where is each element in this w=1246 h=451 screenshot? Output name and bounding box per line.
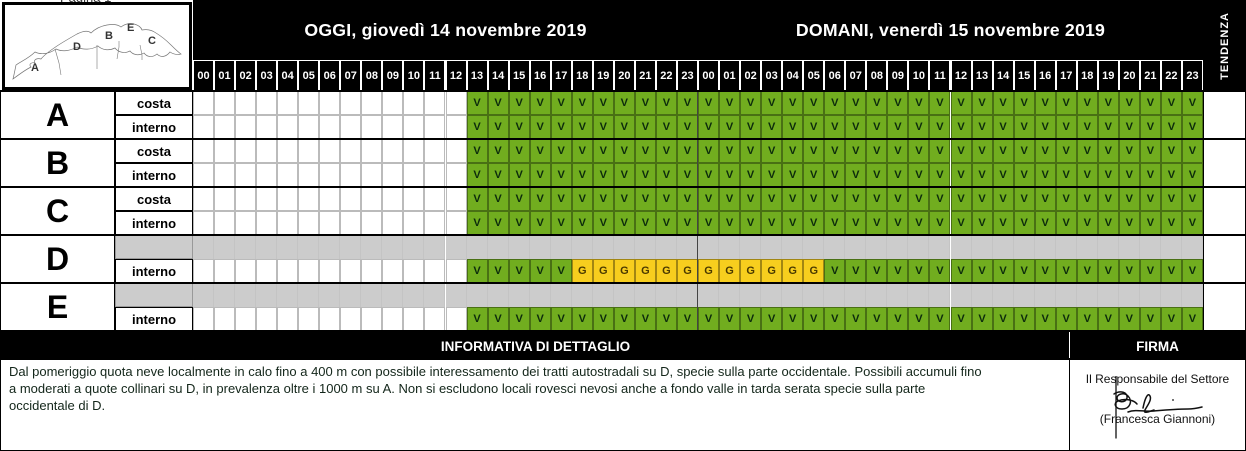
svg-text:A: A (31, 62, 39, 74)
svg-text:D: D (73, 41, 81, 53)
svg-text:C: C (148, 35, 156, 47)
svg-text:E: E (127, 22, 134, 34)
svg-text:B: B (105, 30, 113, 42)
